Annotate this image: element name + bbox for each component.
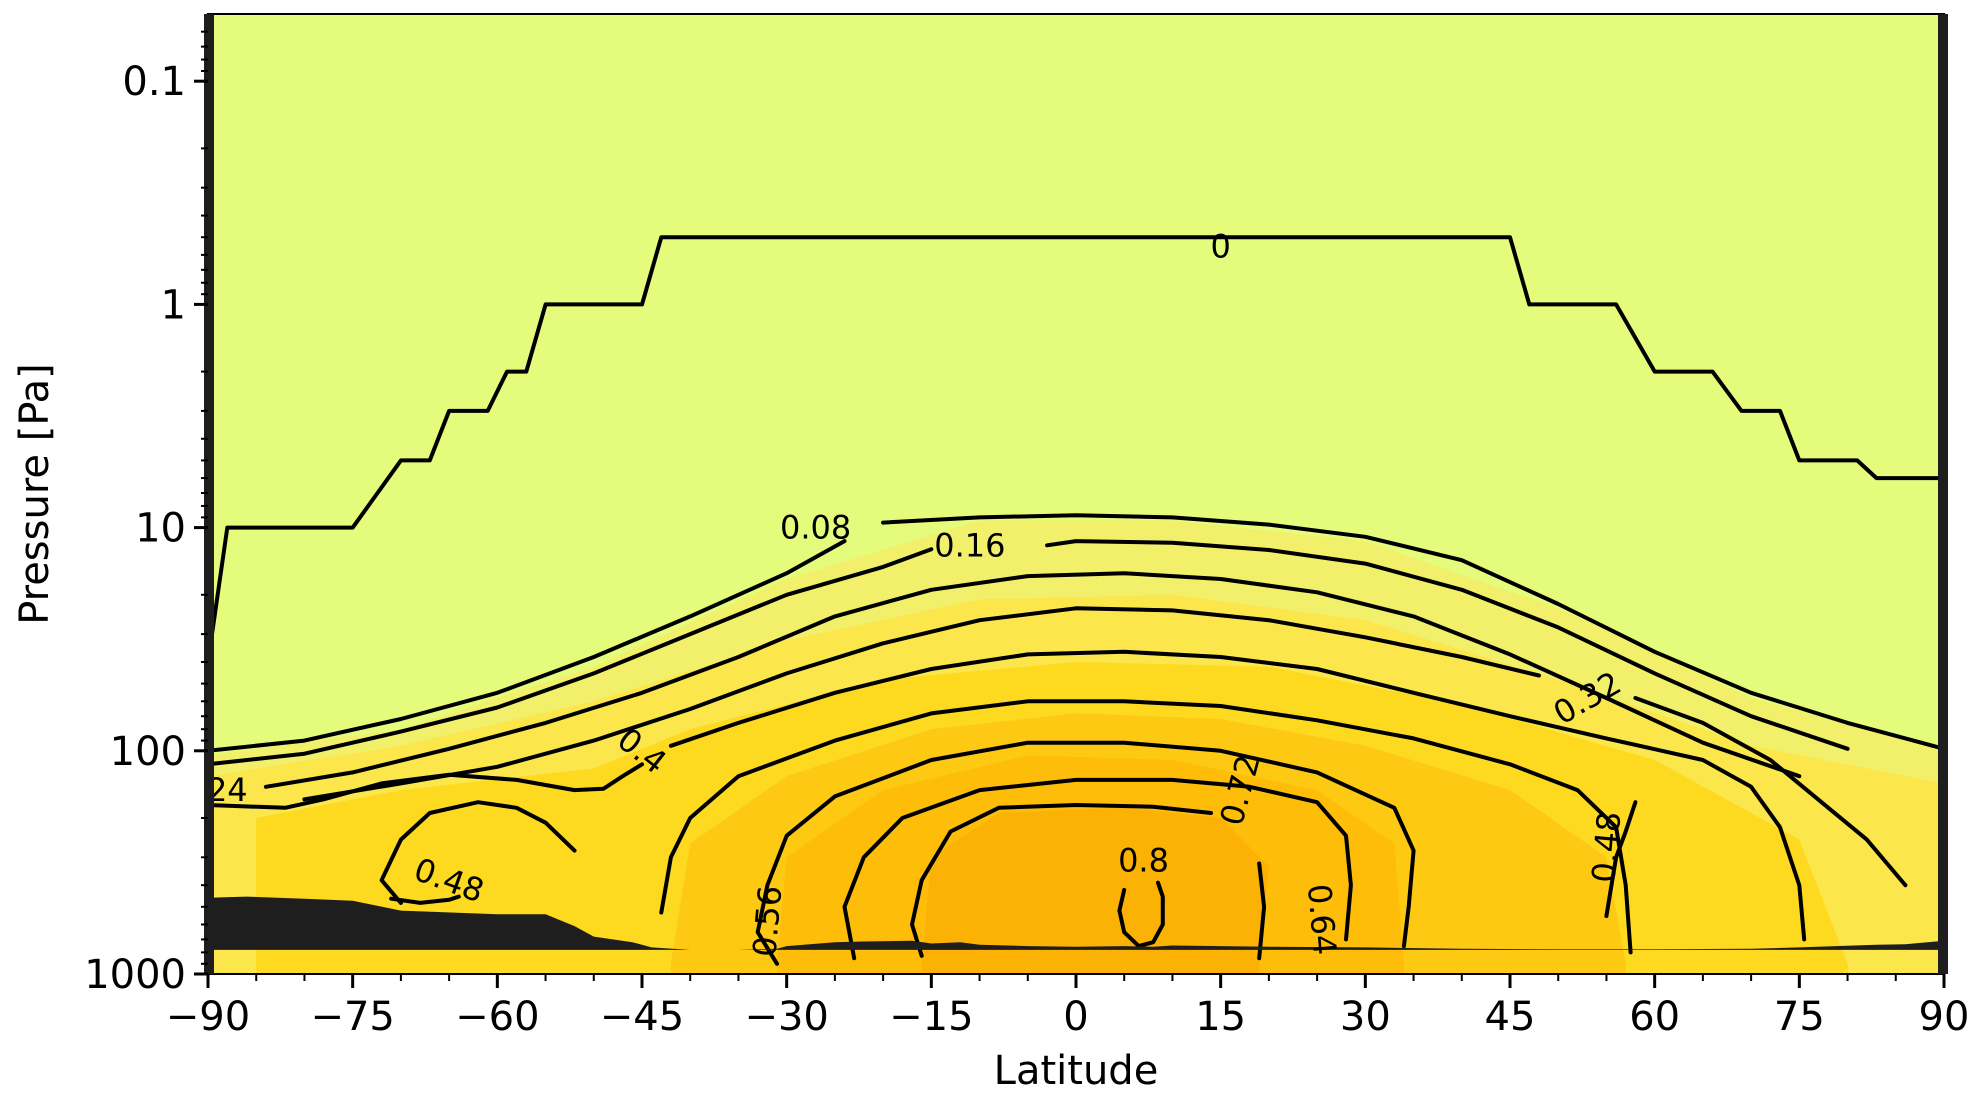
x-tick-label: −60 — [455, 994, 539, 1040]
contour-line-0.4c — [668, 649, 1807, 942]
contour-label: 0.56 — [745, 884, 789, 958]
contour-line-0.8 — [1117, 880, 1165, 949]
y-tick-label: 0.1 — [122, 59, 186, 105]
contour-label-text: 24 — [207, 771, 248, 809]
contour-lines — [208, 235, 1944, 966]
contour-label: 0.64 — [1300, 882, 1344, 956]
y-tick-label: 1 — [161, 282, 186, 328]
contour-label-text: 0.16 — [934, 526, 1005, 564]
contour-label: 0 — [1211, 227, 1231, 265]
contour-band-band6 — [921, 807, 1269, 974]
x-tick-label: 30 — [1340, 994, 1391, 1040]
y-tick-label: 1000 — [84, 952, 186, 998]
x-tick-label: 0 — [1063, 994, 1088, 1040]
contour-line-0.64 — [842, 777, 1353, 961]
x-tick-label: 60 — [1629, 994, 1680, 1040]
contour-line-0.32b — [1633, 696, 1908, 888]
x-tick-label: 90 — [1919, 994, 1970, 1040]
x-axis-label: Latitude — [994, 1048, 1159, 1094]
topography-mask — [208, 896, 1944, 950]
contour-label: 0.8 — [1118, 842, 1169, 880]
contour-line-0.72 — [910, 803, 1213, 958]
x-tick-label: 75 — [1774, 994, 1825, 1040]
contour-label-text: 0.56 — [745, 884, 789, 958]
x-tick-label: −15 — [889, 994, 973, 1040]
contour-line-0.32 — [302, 606, 1541, 802]
contour-label-text: 0.48 — [1584, 810, 1628, 884]
contour-line-0.16b — [1045, 539, 1850, 751]
y-axis-ticks: 0.1 1 10 100 1000 — [84, 30, 208, 998]
contour-line-0.48c — [659, 699, 1633, 955]
x-tick-label: 45 — [1485, 994, 1536, 1040]
contour-line-0.08b — [881, 513, 1944, 751]
contour-line-0.08 — [208, 539, 847, 753]
contour-label: 0.16 — [934, 526, 1005, 564]
contour-label: 24 — [207, 771, 248, 809]
x-axis-ticks: −90 −75 −60 −45 −30 −15 0 15 30 45 60 75 90 — [166, 974, 1970, 1040]
right-border-bar — [1938, 14, 1948, 974]
x-tick-label: −75 — [310, 994, 394, 1040]
contour-line-0.56 — [755, 740, 1416, 966]
x-tick-label: −30 — [744, 994, 828, 1040]
contour-line-0.16 — [208, 547, 934, 767]
contour-line-0.48m — [389, 894, 461, 905]
x-tick-label: −45 — [600, 994, 684, 1040]
contour-label-text: 0.08 — [780, 509, 851, 547]
x-tick-label: 15 — [1195, 994, 1246, 1040]
y-tick-label: 10 — [135, 506, 186, 552]
contour-label: 0.48 — [1584, 810, 1628, 884]
contour-line-0.4l — [208, 762, 644, 810]
x-tick-label: −90 — [166, 994, 250, 1040]
y-tick-label: 100 — [110, 729, 186, 775]
contour-line-0.24a — [263, 571, 1802, 789]
contour-line-0 — [208, 235, 1944, 664]
contour-line-0.72b — [1257, 861, 1267, 961]
y-axis-label: Pressure [Pa] — [12, 363, 58, 625]
filled-bands — [208, 520, 1944, 974]
contour-label-text: 0.64 — [1300, 882, 1344, 956]
contour-line-0.48l — [379, 800, 577, 905]
contour-label-text: 0.8 — [1118, 842, 1169, 880]
contour-label-text: 0 — [1211, 227, 1231, 265]
contour-label: 0.08 — [780, 509, 851, 547]
left-border-bar — [204, 14, 214, 974]
